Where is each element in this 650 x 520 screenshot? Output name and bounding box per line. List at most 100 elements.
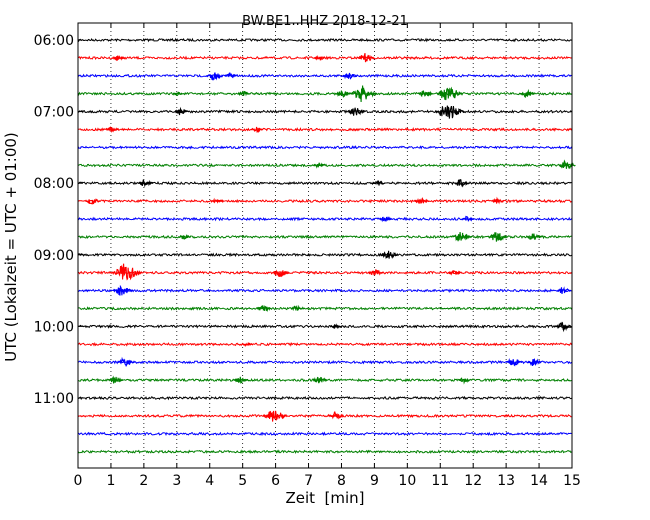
x-tick-label: 10 xyxy=(398,473,416,489)
trace-line xyxy=(77,413,572,419)
trace-line xyxy=(77,91,572,97)
x-tick-label: 2 xyxy=(139,473,148,489)
trace-0700 xyxy=(77,105,573,119)
event-burst xyxy=(491,196,504,205)
event-burst xyxy=(105,126,119,133)
y-tick-label: 10:00 xyxy=(34,319,74,335)
event-burst xyxy=(290,304,303,312)
trace-line xyxy=(77,395,572,401)
event-burst xyxy=(435,105,465,119)
event-burst xyxy=(313,54,326,61)
trace-line xyxy=(77,252,572,258)
event-burst xyxy=(461,215,475,222)
event-burst xyxy=(526,233,542,241)
trace-line xyxy=(77,145,573,150)
event-burst xyxy=(519,88,535,98)
event-burst xyxy=(206,72,224,81)
event-burst xyxy=(458,377,471,385)
trace-0815 xyxy=(77,196,572,205)
event-burst xyxy=(357,53,375,63)
event-burst xyxy=(556,286,572,295)
trace-line xyxy=(77,359,573,365)
event-burst xyxy=(368,269,384,276)
y-axis-ticks: 06:00 07:00 08:00 09:00 10:00 11:00 xyxy=(34,33,83,407)
x-tick-label: 3 xyxy=(172,473,181,489)
event-burst xyxy=(262,410,287,422)
trace-1130 xyxy=(77,431,572,437)
x-axis-ticks: 0 1 2 3 4 5 6 7 8 9 10 11 12 13 14 15 xyxy=(74,23,581,489)
x-tick-label: 5 xyxy=(238,473,247,489)
trace-line xyxy=(77,127,573,132)
event-burst xyxy=(108,375,124,384)
y-tick-label: 08:00 xyxy=(34,176,74,192)
event-burst xyxy=(112,263,142,281)
event-burst xyxy=(242,342,252,347)
trace-0800 xyxy=(77,178,572,188)
trace-line xyxy=(77,431,572,437)
event-burst xyxy=(272,269,290,278)
trace-0845 xyxy=(77,231,572,242)
trace-1115 xyxy=(77,410,572,422)
event-burst xyxy=(379,216,392,223)
trace-0645 xyxy=(77,85,572,102)
seismogram-traces xyxy=(77,37,576,455)
event-burst xyxy=(347,107,365,116)
trace-1045 xyxy=(77,375,572,385)
event-burst xyxy=(174,106,190,116)
event-burst xyxy=(417,90,433,98)
trace-line xyxy=(77,341,573,347)
trace-line xyxy=(77,449,572,455)
event-burst xyxy=(448,269,461,276)
event-burst xyxy=(138,179,153,188)
trace-1030 xyxy=(77,356,573,367)
trace-0900 xyxy=(77,250,572,260)
event-burst xyxy=(335,90,351,98)
x-tick-label: 4 xyxy=(205,473,214,489)
trace-0930 xyxy=(77,284,572,296)
event-burst xyxy=(329,410,345,420)
event-burst xyxy=(436,86,464,101)
trace-line xyxy=(77,306,573,311)
y-tick-label: 11:00 xyxy=(34,391,74,407)
trace-line xyxy=(77,234,572,240)
x-tick-label: 14 xyxy=(530,473,548,489)
event-burst xyxy=(488,232,508,242)
event-burst xyxy=(233,376,249,384)
event-burst xyxy=(178,234,191,240)
event-burst xyxy=(113,284,133,296)
y-axis-label: UTC (Lokalzeit = UTC + 01:00) xyxy=(2,132,20,362)
y-tick-label: 09:00 xyxy=(34,248,74,264)
trace-line xyxy=(77,324,572,329)
event-burst xyxy=(85,198,101,205)
x-tick-label: 9 xyxy=(370,473,379,489)
trace-1100 xyxy=(77,395,572,401)
vertical-grid-lines xyxy=(110,23,540,468)
x-tick-label: 15 xyxy=(563,473,581,489)
y-tick-label: 06:00 xyxy=(34,33,74,49)
event-burst xyxy=(237,90,251,97)
event-burst xyxy=(224,72,237,79)
event-burst xyxy=(506,357,524,367)
trace-0830 xyxy=(77,215,572,223)
event-burst xyxy=(312,376,328,384)
x-tick-label: 13 xyxy=(497,473,515,489)
trace-line xyxy=(77,288,572,293)
x-axis-label: Zeit [min] xyxy=(285,489,364,507)
trace-0745 xyxy=(77,159,576,170)
event-burst xyxy=(380,250,398,260)
event-burst xyxy=(313,162,326,169)
x-tick-label: 11 xyxy=(431,473,449,489)
event-burst xyxy=(372,179,386,186)
x-tick-label: 12 xyxy=(464,473,482,489)
trace-0715 xyxy=(77,126,573,134)
trace-0730 xyxy=(77,145,573,150)
trace-1015 xyxy=(77,341,573,347)
trace-line xyxy=(77,180,572,186)
trace-0615 xyxy=(77,53,572,63)
trace-line xyxy=(77,198,572,204)
chart-title: BW.BE1..HHZ 2018-12-21 xyxy=(242,14,408,29)
event-burst xyxy=(342,72,358,80)
trace-line xyxy=(77,270,572,275)
x-tick-label: 8 xyxy=(337,473,346,489)
trace-1145 xyxy=(77,449,572,455)
